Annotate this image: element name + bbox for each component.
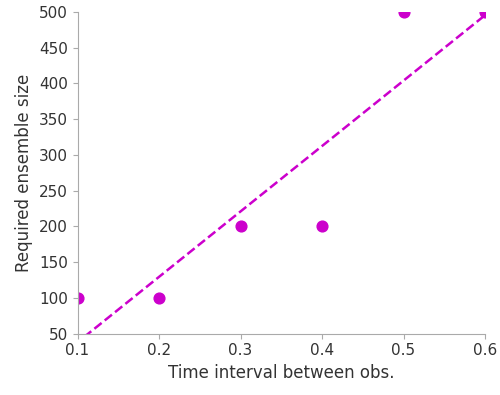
Y-axis label: Required ensemble size: Required ensemble size xyxy=(15,74,33,272)
X-axis label: Time interval between obs.: Time interval between obs. xyxy=(168,364,394,382)
Point xyxy=(481,9,489,15)
Point xyxy=(236,223,244,229)
Point xyxy=(74,295,82,301)
Point xyxy=(400,9,407,15)
Point xyxy=(155,295,163,301)
Point xyxy=(318,223,326,229)
